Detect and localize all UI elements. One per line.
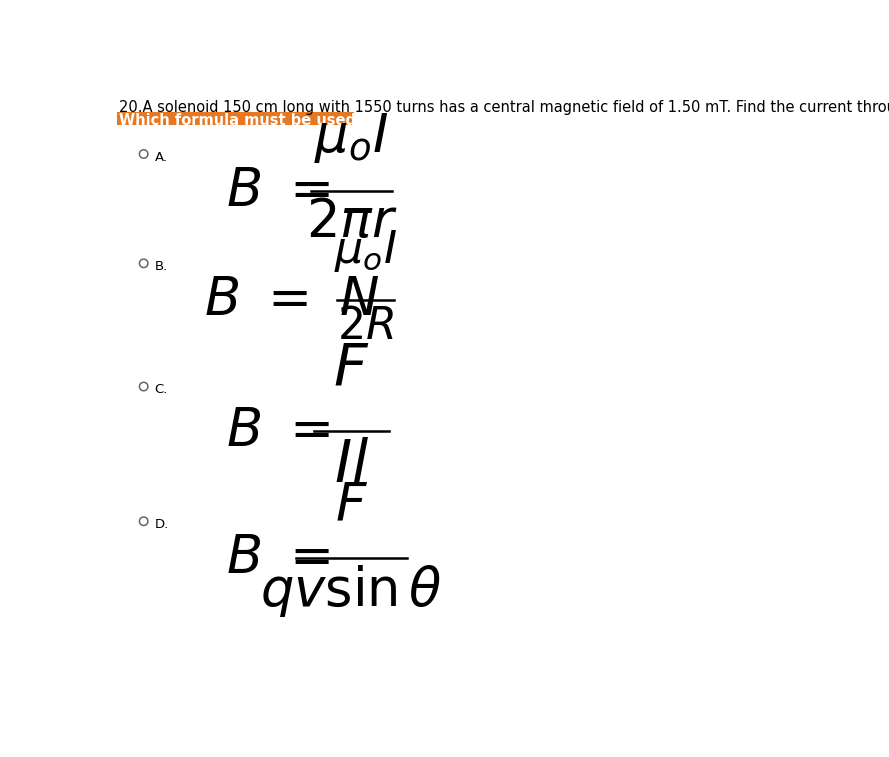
Text: $\mu_oI$: $\mu_oI$ — [314, 111, 388, 165]
Text: $B\ =$: $B\ =$ — [226, 405, 330, 457]
Text: $Il$: $Il$ — [333, 438, 369, 494]
Text: C.: C. — [155, 384, 168, 397]
Text: $2\pi r$: $2\pi r$ — [306, 195, 397, 248]
Text: $B\ =$: $B\ =$ — [226, 532, 330, 584]
Text: B.: B. — [155, 260, 168, 273]
Text: $2R$: $2R$ — [337, 305, 394, 348]
Text: 20.A solenoid 150 cm long with 1550 turns has a central magnetic field of 1.50 m: 20.A solenoid 150 cm long with 1550 turn… — [119, 100, 889, 115]
Text: D.: D. — [155, 519, 169, 531]
Text: Which formula must be used for this problem?: Which formula must be used for this prob… — [119, 113, 503, 128]
Text: $B\ =$: $B\ =$ — [226, 165, 330, 217]
Text: $\mu_oI$: $\mu_oI$ — [333, 228, 396, 274]
Text: $B\ =\ N$: $B\ =\ N$ — [204, 274, 380, 326]
Text: A.: A. — [155, 151, 167, 164]
Text: $F$: $F$ — [333, 341, 370, 397]
Text: $F$: $F$ — [335, 480, 368, 532]
Text: $qv\sin\theta$: $qv\sin\theta$ — [260, 563, 443, 619]
FancyBboxPatch shape — [117, 111, 354, 125]
